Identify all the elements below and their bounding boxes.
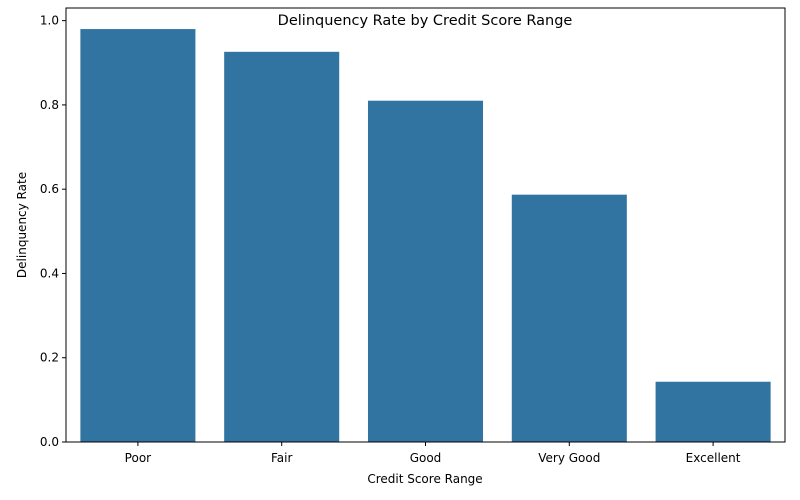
y-tick-label: 0.2 [40, 351, 59, 365]
bar-very-good [511, 194, 627, 442]
x-axis-label: Credit Score Range [367, 472, 482, 486]
y-tick-label: 0.4 [40, 266, 59, 280]
bar-poor [80, 29, 196, 442]
y-tick-label: 1.0 [40, 14, 59, 28]
x-tick-label: Very Good [538, 451, 600, 465]
y-axis-ticks: 0.0 0.2 0.4 0.6 0.8 1.0 [40, 14, 66, 449]
bars-group [80, 29, 771, 443]
x-tick-label: Fair [271, 451, 292, 465]
y-tick-label: 0.0 [40, 435, 59, 449]
bar-excellent [655, 381, 771, 442]
x-axis-ticks: Poor Fair Good Very Good Excellent [125, 442, 741, 465]
bar-good [367, 100, 484, 442]
y-tick-label: 0.8 [40, 98, 59, 112]
y-axis-label: Delinquency Rate [15, 172, 29, 278]
x-tick-label: Excellent [686, 451, 741, 465]
plot-frame [65, 7, 786, 443]
y-tick-label: 0.6 [40, 182, 59, 196]
bar-fair [224, 51, 340, 443]
x-tick-label: Poor [125, 451, 151, 465]
x-tick-label: Good [410, 451, 442, 465]
chart-title: Delinquency Rate by Credit Score Range [278, 13, 573, 29]
